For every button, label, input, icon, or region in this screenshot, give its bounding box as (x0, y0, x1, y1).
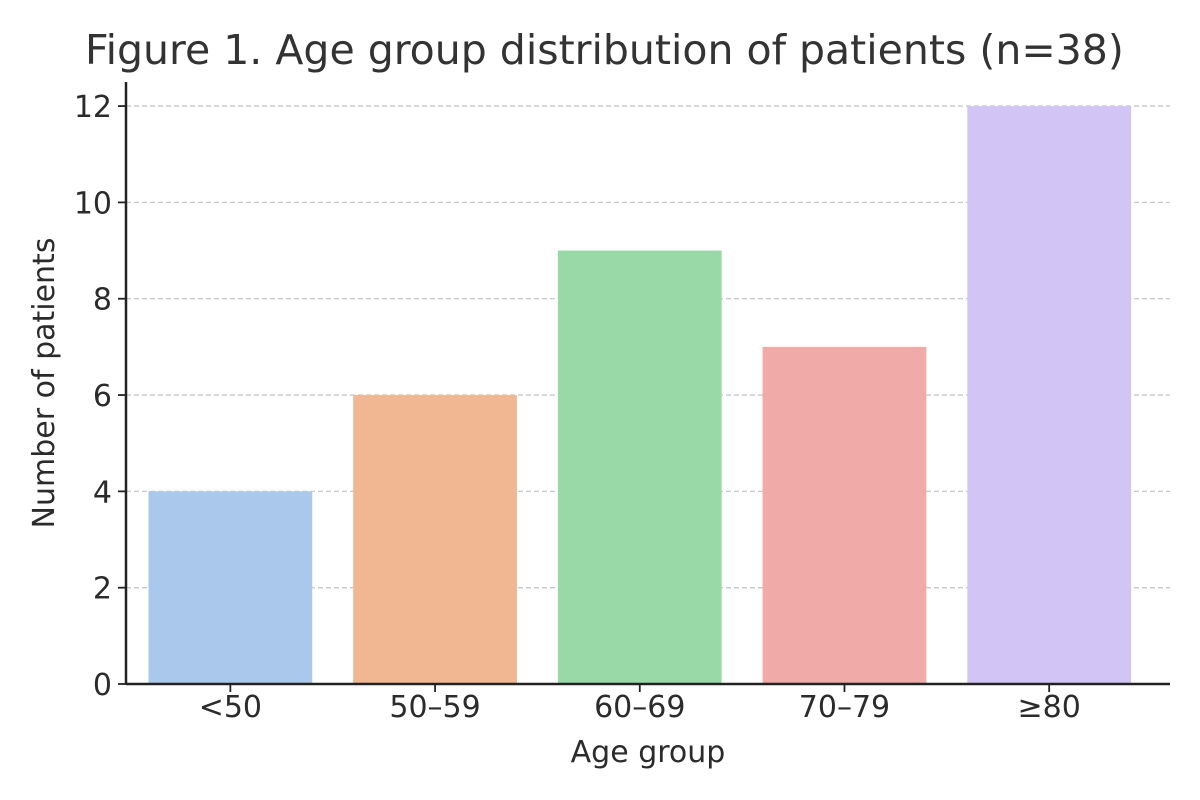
y-tick-label: 8 (93, 283, 112, 318)
y-tick-label: 0 (93, 668, 112, 703)
bars (148, 106, 1132, 684)
y-tick-label: 6 (93, 379, 112, 414)
y-tick-label: 10 (74, 186, 112, 221)
chart-title: Figure 1. Age group distribution of pati… (85, 26, 1124, 74)
x-tick-label: <50 (199, 690, 262, 725)
x-tick-label: 70–79 (799, 690, 890, 725)
x-tick-label: 60–69 (594, 690, 685, 725)
x-tick-label: 50–59 (389, 690, 480, 725)
bar (557, 250, 722, 684)
bar (762, 346, 927, 684)
y-tick-label: 12 (74, 90, 112, 125)
y-tick-label: 4 (93, 475, 112, 510)
y-tick-label: 2 (93, 572, 112, 607)
bar (353, 395, 517, 684)
y-axis-title: Number of patients (27, 238, 62, 529)
x-axis-title: Age group (571, 735, 726, 770)
x-tick-label: ≥80 (1018, 690, 1081, 725)
bar (148, 491, 313, 684)
ticks: 0 2 4 6 8 10 12 <50 50–59 60–69 70–79 ≥80 (74, 90, 1081, 725)
bar (967, 106, 1132, 684)
axes (124, 82, 1170, 686)
